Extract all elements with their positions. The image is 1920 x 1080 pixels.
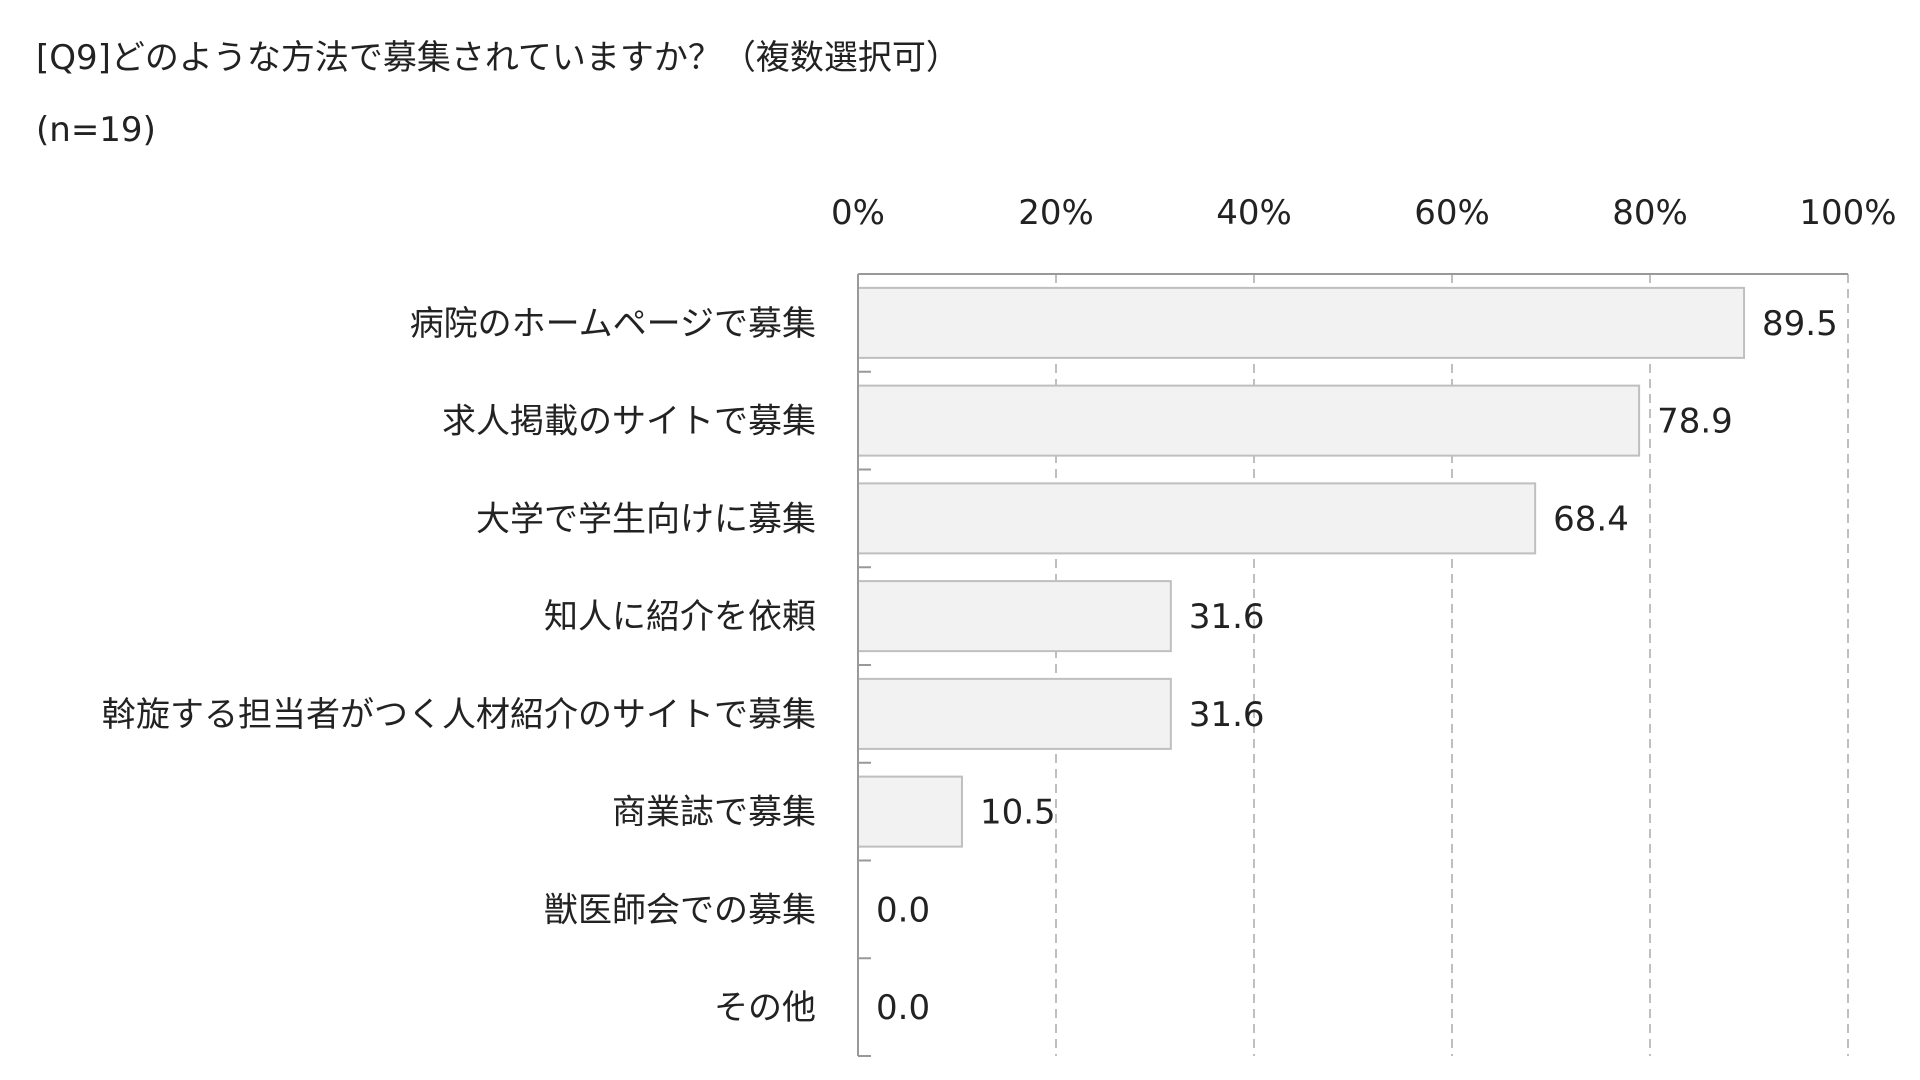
category-label: 斡旋する担当者がつく人材紹介のサイトで募集 xyxy=(102,695,816,735)
category-label: 獣医師会での募集 xyxy=(544,890,816,930)
x-tick-label: 100% xyxy=(1799,193,1896,233)
axis-lines xyxy=(857,273,1848,1057)
value-label: 78.9 xyxy=(1657,402,1733,442)
bar xyxy=(857,775,963,848)
bar xyxy=(857,677,1172,750)
x-tick-label: 40% xyxy=(1216,193,1292,233)
category-label: 知人に紹介を依頼 xyxy=(544,597,816,637)
x-tick-label: 20% xyxy=(1018,193,1094,233)
category-label: 求人掲載のサイトで募集 xyxy=(442,402,816,442)
x-tick-label: 0% xyxy=(831,193,885,233)
category-label: 大学で学生向けに募集 xyxy=(476,499,816,539)
value-label: 0.0 xyxy=(876,988,930,1028)
chart-subtitle: (n=19) xyxy=(36,110,156,150)
x-tick-label: 80% xyxy=(1612,193,1688,233)
grid-lines xyxy=(1055,274,1849,1056)
category-labels: 病院のホームページで募集求人掲載のサイトで募集大学で学生向けに募集知人に紹介を依… xyxy=(102,304,816,1028)
bar xyxy=(857,482,1537,555)
value-label: 68.4 xyxy=(1553,499,1629,539)
chart-title: [Q9]どのような方法で募集されていますか？（複数選択可） xyxy=(36,38,960,78)
value-label: 0.0 xyxy=(876,890,930,930)
category-label: その他 xyxy=(714,988,816,1028)
value-label: 31.6 xyxy=(1189,597,1265,637)
category-label: 商業誌で募集 xyxy=(612,793,816,833)
category-label: 病院のホームページで募集 xyxy=(410,304,816,344)
bar xyxy=(857,286,1746,359)
value-labels: 89.5 78.9 68.4 31.6 31.6 10.5 0.0 0.0 xyxy=(876,304,1838,1028)
x-axis-ticks: 0% 20% 40% 60% 80% 100% xyxy=(831,193,1897,233)
x-tick-label: 60% xyxy=(1414,193,1490,233)
value-label: 10.5 xyxy=(980,793,1056,833)
bars xyxy=(857,286,1746,848)
value-label: 31.6 xyxy=(1189,695,1265,735)
value-label: 89.5 xyxy=(1762,304,1838,344)
bar xyxy=(857,580,1172,653)
bar xyxy=(857,384,1641,457)
